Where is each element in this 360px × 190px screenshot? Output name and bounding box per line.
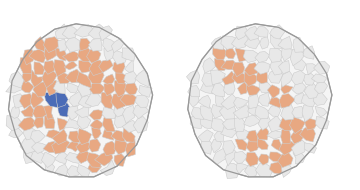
PathPatch shape: [9, 24, 153, 177]
PathPatch shape: [188, 24, 332, 177]
